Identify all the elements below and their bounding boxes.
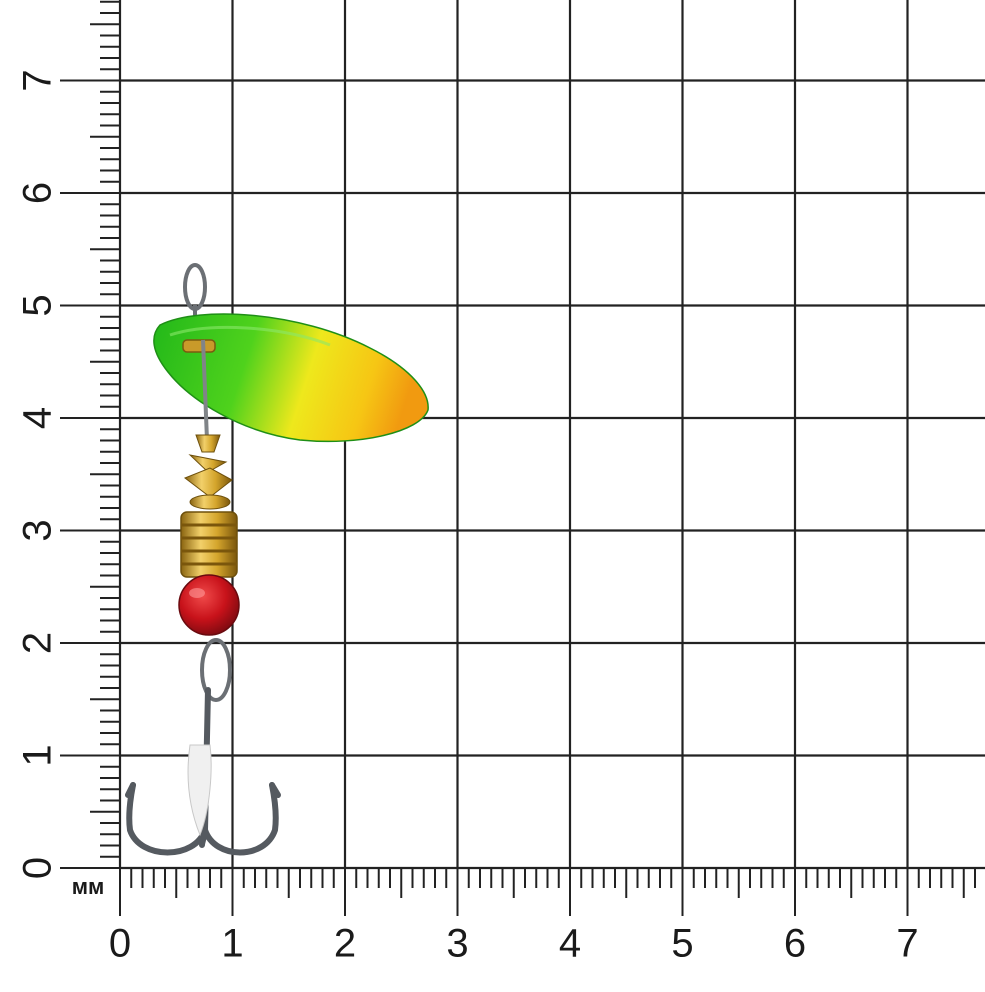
y-axis-label: 4 bbox=[16, 407, 60, 429]
x-axis-label: 2 bbox=[334, 922, 356, 966]
x-axis-label: 7 bbox=[896, 922, 918, 966]
x-axis-label: 6 bbox=[784, 922, 806, 966]
ruler-ticks bbox=[60, 0, 976, 916]
ruler-labels: 0 1 2 3 4 5 6 7 0 1 2 3 4 5 6 7 мм bbox=[16, 69, 919, 965]
hook-eye bbox=[200, 638, 232, 702]
y-axis-label: 1 bbox=[16, 744, 60, 766]
hook-feather bbox=[187, 744, 212, 837]
y-axis-label: 2 bbox=[16, 632, 60, 654]
wire-shaft bbox=[201, 339, 209, 441]
unit-label: мм bbox=[72, 874, 105, 899]
spinner-blade bbox=[153, 313, 429, 443]
brass-body bbox=[180, 511, 238, 578]
y-axis-label: 6 bbox=[16, 182, 60, 204]
x-axis-label: 3 bbox=[446, 922, 468, 966]
y-axis-label: 7 bbox=[16, 69, 60, 91]
red-bead bbox=[178, 574, 240, 636]
x-axis-label: 4 bbox=[559, 922, 581, 966]
y-axis-label: 3 bbox=[16, 519, 60, 541]
measurement-grid bbox=[118, 0, 985, 870]
spinner-lure bbox=[125, 263, 429, 856]
x-axis-label: 1 bbox=[221, 922, 243, 966]
y-axis-label: 0 bbox=[16, 857, 60, 879]
clevis bbox=[182, 339, 216, 353]
x-axis-label: 0 bbox=[109, 922, 131, 966]
y-axis-label: 5 bbox=[16, 294, 60, 316]
brass-beads bbox=[183, 434, 233, 510]
x-axis-label: 5 bbox=[671, 922, 693, 966]
